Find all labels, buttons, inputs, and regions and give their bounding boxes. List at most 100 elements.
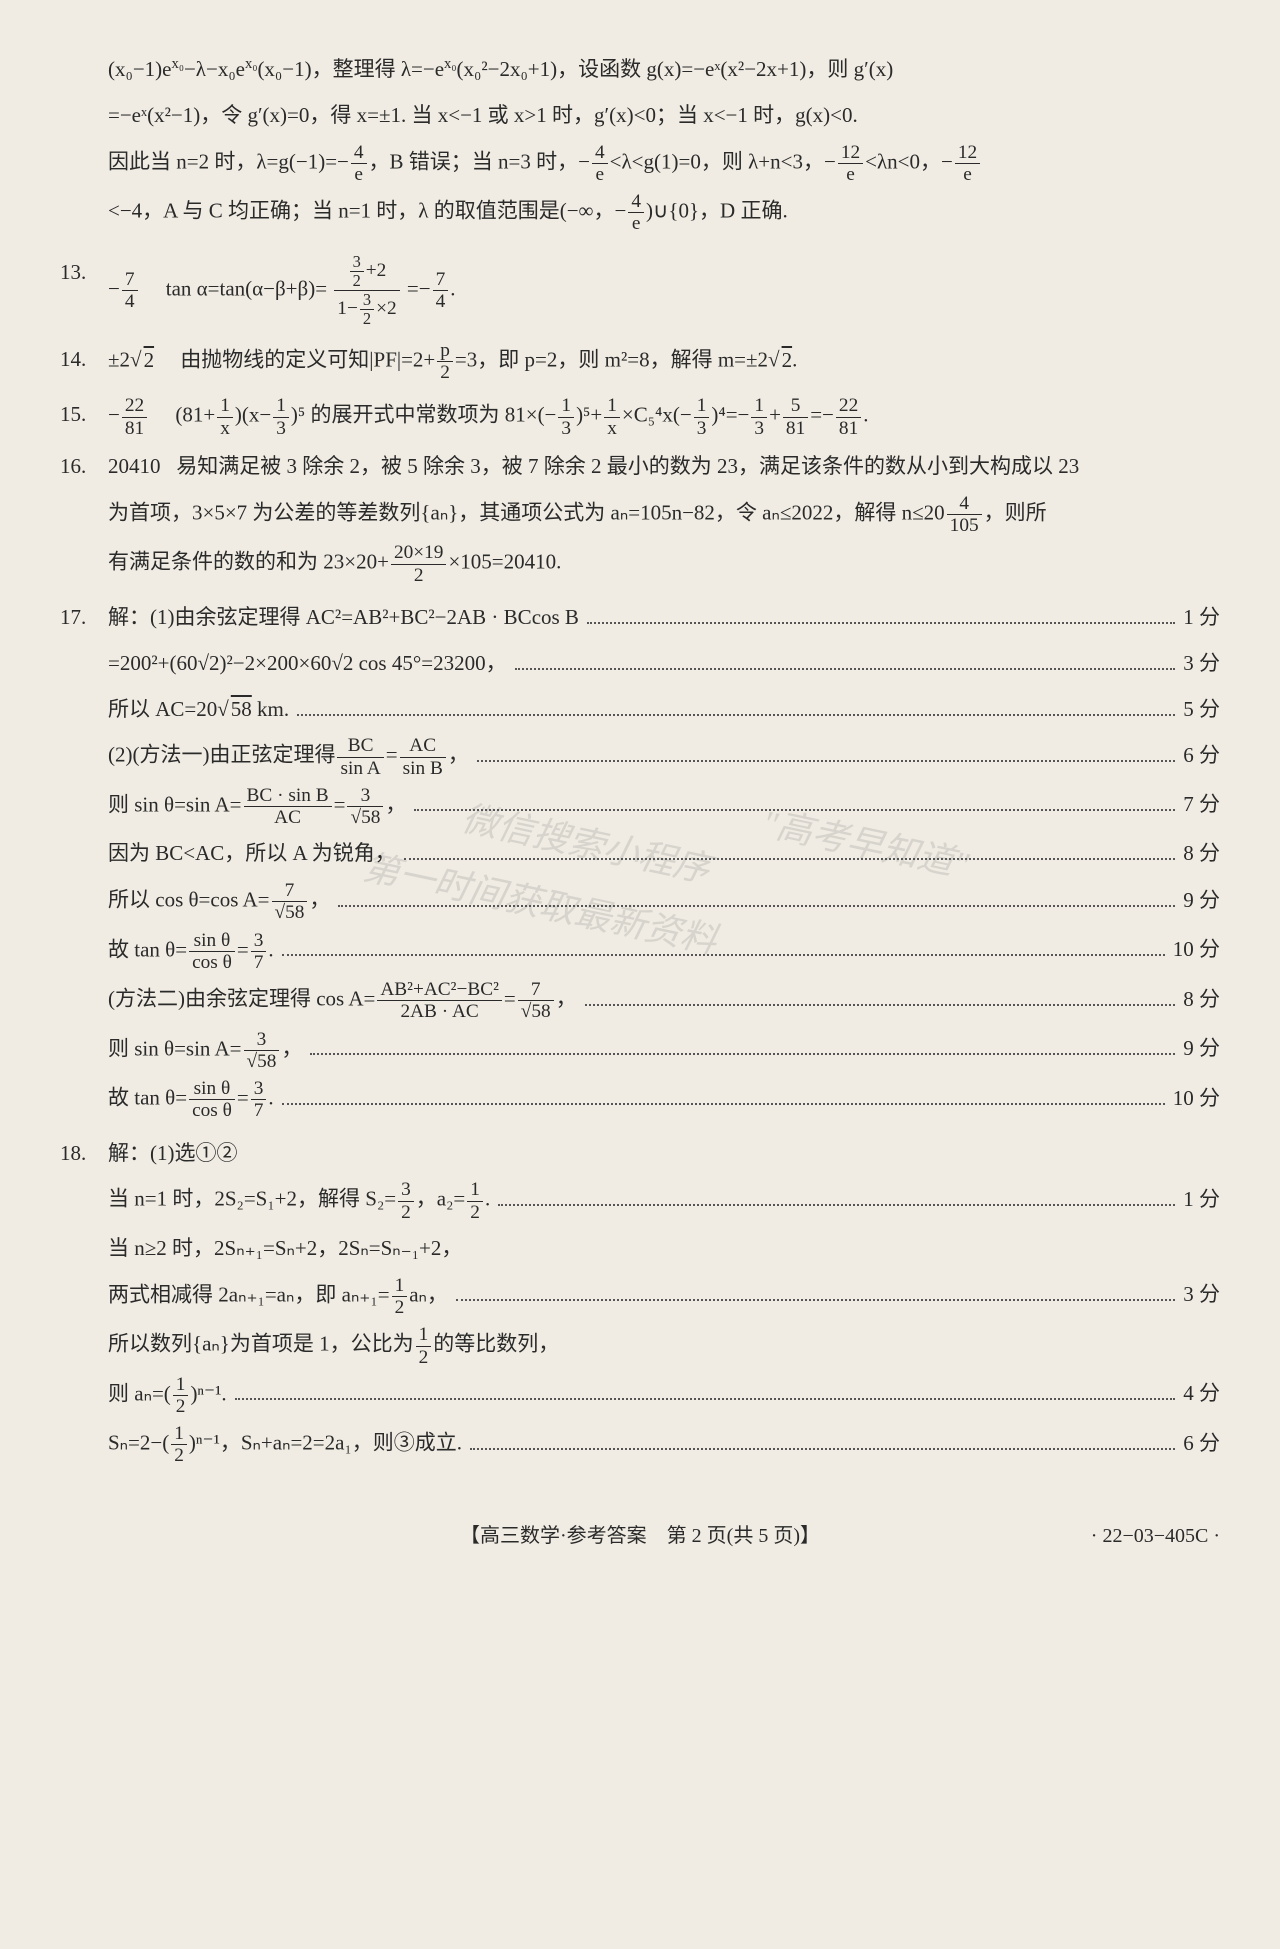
q17-l9a: (方法二)由余弦定理得 cos A= [108, 987, 375, 1011]
pre-l1b: −λ−x₀e [184, 57, 245, 81]
q18-l2b: ，a₂= [416, 1187, 466, 1211]
q13-c: . [450, 276, 455, 300]
frac-cosA: AB²+AC²−BC²2AB · AC [377, 979, 502, 1022]
q15-f: )⁴=− [711, 403, 749, 427]
q18-l2c: . [485, 1187, 490, 1211]
dots [310, 1053, 1175, 1055]
frac-358-2: 3√58 [244, 1029, 280, 1072]
q17-p7: 9 分 [1183, 881, 1220, 921]
frac-p2: p2 [437, 340, 453, 383]
q17-l11a: 故 tan θ= [108, 1086, 187, 1110]
page-footer: 【高三数学·参考答案 第 2 页(共 5 页)】 · 22−03−405C · [60, 1517, 1220, 1555]
q18-l5b: 的等比数列， [433, 1332, 559, 1356]
q17-l7: 所以 cos θ=cos A=7√58， 9 分 [60, 880, 1220, 923]
q17-l8: 故 tan θ=sin θcos θ=37. 10 分 [60, 930, 1220, 973]
frac-13-3: 13 [694, 395, 710, 438]
q16-num: 16. [60, 447, 108, 487]
q17-p1: 1 分 [1183, 598, 1220, 638]
q17-p8: 10 分 [1173, 930, 1220, 970]
q17-l5c: ， [385, 792, 406, 816]
frac-581: 581 [783, 395, 808, 438]
q14-ansb: 2 [142, 348, 155, 372]
q18-l1c: 解：(1)选①② [108, 1134, 1220, 1174]
q15-c: )⁵ 的展开式中常数项为 81×(− [291, 403, 557, 427]
q17-l6c: 因为 BC<AC，所以 A 为锐角， [108, 834, 396, 874]
frac-37-1: 37 [251, 930, 267, 973]
q18-p2: 1 分 [1183, 1180, 1220, 1220]
dots [456, 1299, 1175, 1301]
dots [235, 1398, 1176, 1400]
q17-l6: 因为 BC<AC，所以 A 为锐角， 8 分 [60, 834, 1220, 874]
q16-l2b: ，则所 [984, 500, 1047, 524]
q17-l9b: = [504, 987, 516, 1011]
q15: 15. −2281 (81+1x)(x−13)⁵ 的展开式中常数项为 81×(−… [60, 395, 1220, 438]
frac-758-2: 7√58 [518, 979, 554, 1022]
dots [297, 714, 1175, 716]
q13-b: =− [407, 276, 431, 300]
pre-line-2: =−eˣ(x²−1)，令 g′(x)=0，得 x=±1. 当 x<−1 或 x>… [60, 96, 1220, 136]
frac-12e-2: 12e [955, 142, 980, 185]
q17-l8b: = [237, 937, 249, 961]
frac-4e-2: 4e [592, 142, 608, 185]
q17-l11: 故 tan θ=sin θcos θ=37. 10 分 [60, 1078, 1220, 1121]
frac-12-5: 12 [171, 1423, 187, 1466]
frac-32-2: 32 [398, 1179, 414, 1222]
frac-2281-2: 2281 [836, 395, 861, 438]
q18-l7: Sₙ=2−(12)ⁿ⁻¹，Sₙ+aₙ=2=2a₁，则③成立. 6 分 [60, 1423, 1220, 1466]
q17-l8c: . [268, 937, 273, 961]
q15-e: ×C₅⁴x(− [622, 403, 692, 427]
q15-body: −2281 (81+1x)(x−13)⁵ 的展开式中常数项为 81×(−13)⁵… [108, 395, 1220, 438]
frac-74-2: 74 [433, 269, 449, 312]
q18-l5a: 所以数列{aₙ}为首项是 1，公比为 [108, 1332, 414, 1356]
q13-num: 13. [60, 253, 108, 328]
q13-body: −74 tan α=tan(α−β+β)= 32+21−32×2 =−74. [108, 253, 1220, 328]
frac-12-3: 12 [416, 1324, 432, 1367]
exp-x0: x₀ [171, 56, 183, 72]
dots [498, 1204, 1175, 1206]
q17-l4b: = [386, 743, 398, 767]
pre-l3b: ，B 错误；当 n=3 时，− [369, 149, 590, 173]
q14-b: =3，即 p=2，则 m²=8，解得 m=±2 [455, 348, 768, 372]
q17-l4a: (2)(方法一)由正弦定理得 [108, 743, 335, 767]
q17-p5: 7 分 [1183, 785, 1220, 825]
dots [477, 760, 1175, 762]
q18-l2: 当 n=1 时，2S₂=S₁+2，解得 S₂=32，a₂=12. 1 分 [60, 1179, 1220, 1222]
dots [414, 809, 1175, 811]
pre-l1c: (x₀−1)，整理得 λ=−e [257, 57, 444, 81]
dots [282, 1103, 1165, 1105]
q18-l5: 所以数列{aₙ}为首项是 1，公比为12的等比数列， [60, 1324, 1220, 1367]
dots [585, 1004, 1176, 1006]
frac-37-2: 37 [251, 1078, 267, 1121]
footer-center: 【高三数学·参考答案 第 2 页(共 5 页)】 [260, 1517, 1020, 1555]
frac-4e-1: 4e [351, 142, 367, 185]
q18-p6: 4 分 [1183, 1374, 1220, 1414]
q17-l2: =200²+(60√2)²−2×200×60√2 cos 45°=23200， … [60, 644, 1220, 684]
q17-l9c: ， [556, 987, 577, 1011]
q17-p6: 8 分 [1183, 834, 1220, 874]
q18-l3: 当 n≥2 时，2Sₙ₊₁=Sₙ+2，2Sₙ=Sₙ₋₁+2， [60, 1229, 1220, 1269]
q17-l11b: = [237, 1086, 249, 1110]
q17-l8a: 故 tan θ= [108, 937, 187, 961]
q16-l1: 16. 20410 易知满足被 3 除余 2，被 5 除余 3，被 7 除余 2… [60, 447, 1220, 487]
q15-h: =− [810, 403, 834, 427]
q18-l7b: )ⁿ⁻¹，Sₙ+aₙ=2=2a₁，则③成立. [189, 1431, 462, 1455]
q17-l4: (2)(方法一)由正弦定理得BCsin A=ACsin B， 6 分 [60, 735, 1220, 778]
dots [470, 1448, 1175, 1450]
frac-758-1: 7√58 [272, 880, 308, 923]
page-container: 微信搜索小程序 "高考早知道" 第一时间获取最新资料 (x₀−1)ex₀−λ−x… [60, 50, 1220, 1555]
frac-74-1: 74 [122, 269, 138, 312]
dots [338, 905, 1175, 907]
frac-4e-3: 4e [628, 191, 644, 234]
q14-c: . [792, 348, 797, 372]
q17-p9: 8 分 [1183, 980, 1220, 1020]
q17-l5: 则 sin θ=sin A=BC · sin BAC=3√58， 7 分 [60, 785, 1220, 828]
q18-l4a: 两式相减得 2aₙ₊₁=aₙ，即 aₙ₊₁= [108, 1282, 390, 1306]
pre-l3c: <λ<g(1)=0，则 λ+n<3，− [610, 149, 836, 173]
q17-p3: 5 分 [1183, 690, 1220, 730]
frac-12-2: 12 [392, 1275, 408, 1318]
dots [515, 668, 1176, 670]
sqrt58: 58 [229, 697, 252, 721]
q14-a: 由抛物线的定义可知|PF|=2+ [180, 348, 435, 372]
q13-a: tan α=tan(α−β+β)= [166, 276, 327, 300]
q14: 14. ±2√2 由抛物线的定义可知|PF|=2+p2=3，即 p=2，则 m²… [60, 340, 1220, 383]
